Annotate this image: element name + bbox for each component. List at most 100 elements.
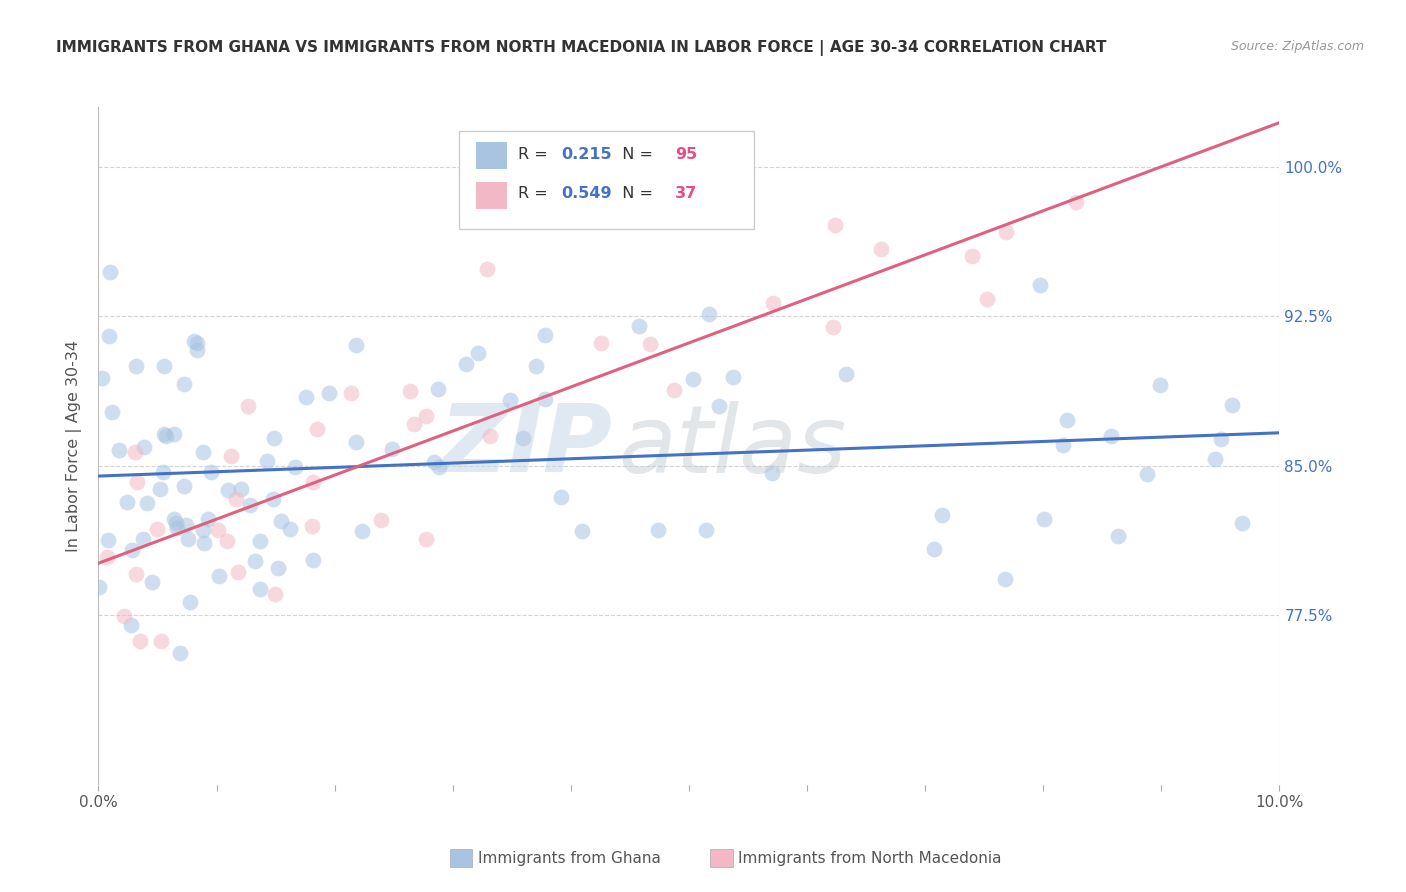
FancyBboxPatch shape (458, 131, 754, 229)
Text: IMMIGRANTS FROM GHANA VS IMMIGRANTS FROM NORTH MACEDONIA IN LABOR FORCE | AGE 30: IMMIGRANTS FROM GHANA VS IMMIGRANTS FROM… (56, 40, 1107, 56)
Text: N =: N = (612, 147, 658, 162)
Point (381, 442, 404, 457)
Point (229, 482, 252, 496)
Point (152, 465, 174, 479)
Point (1064, 194, 1087, 209)
Point (404, 417, 426, 431)
Point (135, 496, 157, 510)
Point (467, 346, 489, 360)
Point (695, 523, 717, 537)
Point (976, 292, 998, 306)
Point (179, 595, 201, 609)
Point (149, 482, 172, 496)
Point (163, 427, 186, 442)
Point (305, 422, 328, 436)
Point (591, 336, 613, 351)
Point (243, 554, 266, 568)
Text: Source: ZipAtlas.com: Source: ZipAtlas.com (1230, 40, 1364, 54)
Point (994, 225, 1017, 239)
Point (249, 582, 271, 597)
Point (208, 569, 231, 583)
Point (533, 328, 555, 343)
Point (524, 359, 547, 373)
Point (262, 491, 284, 506)
Text: 0.215: 0.215 (561, 147, 612, 162)
Point (427, 459, 450, 474)
Point (350, 524, 373, 538)
Point (186, 343, 208, 358)
Point (177, 532, 200, 546)
Point (173, 478, 195, 492)
Point (173, 377, 195, 392)
Text: atlas: atlas (619, 401, 846, 491)
Point (370, 513, 392, 527)
Point (647, 523, 669, 537)
Point (98, 265, 121, 279)
Point (134, 440, 156, 454)
Point (344, 337, 367, 351)
Point (183, 334, 205, 348)
Point (427, 382, 450, 396)
Point (125, 475, 148, 490)
Point (197, 512, 219, 526)
Point (295, 391, 318, 405)
Point (835, 368, 858, 382)
Point (186, 335, 208, 350)
Point (166, 521, 188, 535)
Point (922, 542, 945, 557)
Point (962, 249, 984, 263)
Point (1032, 512, 1054, 526)
Point (762, 296, 785, 310)
Point (91, 371, 114, 385)
Point (239, 499, 262, 513)
Point (423, 455, 446, 469)
Point (236, 399, 259, 413)
Point (249, 533, 271, 548)
Point (640, 336, 662, 351)
Point (475, 262, 498, 277)
Point (533, 392, 555, 407)
Point (1204, 452, 1226, 467)
Bar (477, 182, 508, 209)
Point (169, 646, 191, 660)
Point (456, 357, 478, 371)
Point (153, 359, 176, 374)
Point (697, 307, 720, 321)
Point (263, 431, 285, 445)
Point (174, 518, 197, 533)
Point (824, 218, 846, 232)
Point (415, 532, 437, 546)
Text: 95: 95 (675, 147, 697, 162)
Point (193, 523, 215, 537)
Point (128, 634, 150, 648)
Point (112, 609, 135, 624)
Point (499, 393, 522, 408)
Point (87, 580, 110, 594)
Text: R =: R = (517, 147, 553, 162)
Point (96, 550, 118, 565)
Point (101, 405, 124, 419)
Point (270, 514, 292, 528)
Point (121, 542, 143, 557)
Point (163, 512, 186, 526)
Point (478, 429, 501, 443)
Text: ZIP: ZIP (439, 400, 612, 492)
Point (1099, 428, 1122, 442)
Point (264, 587, 287, 601)
Text: 37: 37 (675, 186, 697, 202)
Point (318, 386, 340, 401)
Point (97, 533, 120, 547)
Point (153, 426, 176, 441)
Point (1209, 433, 1232, 447)
Point (302, 475, 325, 489)
Point (1107, 529, 1129, 543)
Point (217, 534, 239, 549)
Point (761, 466, 783, 480)
Point (1136, 467, 1159, 481)
Point (931, 508, 953, 522)
Point (193, 444, 215, 458)
Point (165, 516, 187, 530)
Point (146, 522, 169, 536)
Point (571, 524, 593, 538)
Point (1232, 516, 1254, 530)
